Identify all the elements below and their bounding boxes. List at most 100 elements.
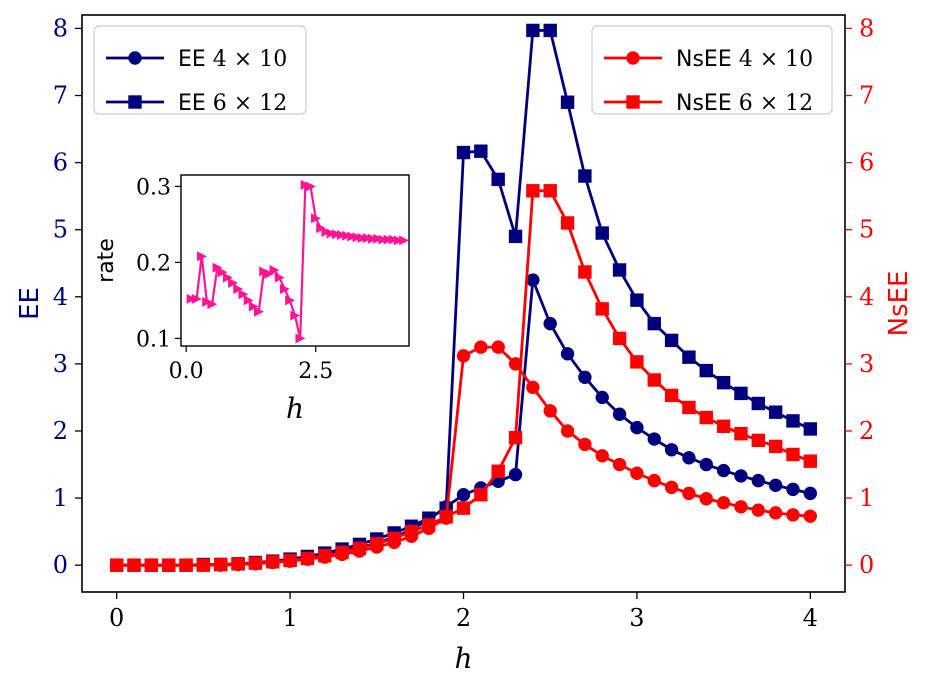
- y-tick-label-right: 1: [859, 484, 874, 512]
- data-point: [526, 380, 540, 395]
- data-point: [699, 363, 713, 378]
- data-point: [560, 95, 575, 109]
- data-point: [664, 333, 679, 348]
- data-point: [560, 216, 575, 230]
- inset-data-point: [254, 306, 264, 317]
- data-point: [543, 316, 557, 331]
- data-point: [716, 496, 731, 510]
- legend-label: NsEE 6 × 12: [676, 91, 813, 116]
- data-point: [751, 503, 765, 517]
- legend-left: EE 4 × 10 EE 6 × 12: [93, 25, 307, 116]
- legend-label-prefix: NsEE: [676, 47, 739, 72]
- inset-data-point: [399, 235, 410, 246]
- y-tick-label-left: 6: [53, 149, 68, 177]
- data-point: [526, 273, 540, 287]
- y-tick-label-right: 4: [859, 283, 874, 311]
- y-tick-label-right: 8: [859, 14, 874, 42]
- data-point: [508, 229, 523, 244]
- data-point: [630, 293, 644, 307]
- data-point: [768, 439, 783, 454]
- data-point: [699, 457, 713, 472]
- inset-data-point: [243, 295, 254, 306]
- data-point: [508, 467, 523, 482]
- data-point: [630, 420, 644, 435]
- y-tick-label-left: 4: [53, 283, 68, 311]
- legend-label-prefix: NsEE: [676, 91, 739, 116]
- legend-marker: [626, 95, 640, 109]
- data-point: [768, 405, 783, 419]
- y-axis-title-left: EE: [15, 287, 45, 320]
- inset-data-point: [264, 268, 275, 279]
- data-point: [508, 430, 523, 445]
- data-point: [664, 480, 679, 495]
- data-point: [422, 518, 436, 532]
- inset-data-point: [186, 293, 197, 304]
- data-point: [560, 424, 575, 438]
- inset-data-point: [233, 284, 244, 294]
- inset-data-point: [202, 296, 213, 307]
- inset-data-point: [378, 234, 389, 245]
- inset-x-tick-label: 0.0: [169, 359, 204, 384]
- series-3: [109, 184, 818, 572]
- data-point: [352, 541, 367, 556]
- x-axis-title: h: [454, 642, 472, 675]
- data-point: [768, 506, 783, 520]
- legend-marker: [128, 95, 142, 109]
- data-point: [387, 531, 401, 546]
- inset-data-point: [269, 265, 280, 275]
- data-point: [612, 263, 627, 277]
- inset-data-point: [321, 227, 332, 237]
- data-point: [578, 370, 592, 385]
- legend-entry: EE 4 × 10: [106, 47, 287, 72]
- legend-label: EE 6 × 12: [178, 91, 287, 116]
- legend-label-prefix: EE: [178, 47, 213, 72]
- inset-plot: 0.0 2.5 0.1 0.2 0.3 h rate: [94, 174, 410, 425]
- data-point: [786, 414, 800, 428]
- data-point: [526, 23, 540, 38]
- data-point: [595, 390, 609, 405]
- inset-data-point: [331, 229, 342, 240]
- inset-data-point: [285, 295, 296, 306]
- inset-data-point: [295, 333, 306, 344]
- data-point: [300, 551, 315, 566]
- legend-label-math: 6 × 12: [739, 91, 813, 116]
- data-point: [612, 457, 627, 472]
- data-point: [196, 558, 211, 572]
- data-point: [543, 23, 557, 38]
- inset-data-point: [274, 272, 285, 283]
- y-tick-label-right: 7: [859, 82, 874, 110]
- data-point: [578, 169, 592, 183]
- legend-label-math: 4 × 10: [213, 47, 287, 72]
- data-point: [612, 331, 627, 346]
- data-point: [578, 437, 592, 452]
- data-point: [127, 558, 141, 572]
- data-point: [803, 454, 818, 468]
- data-point: [630, 355, 644, 369]
- inset-data-point: [212, 262, 223, 273]
- x-tick-label: 1: [282, 604, 297, 632]
- legend-label-math: 4 × 10: [739, 47, 813, 72]
- data-point: [751, 433, 765, 448]
- inset-data-point: [300, 179, 311, 190]
- data-point: [266, 555, 280, 569]
- y-tick-label-right: 3: [859, 350, 874, 378]
- legend-entry: NsEE 6 × 12: [604, 91, 813, 116]
- data-point: [335, 545, 349, 560]
- x-tick-label: 0: [109, 604, 124, 632]
- data-point: [803, 509, 818, 523]
- y-tick-label-right: 2: [859, 417, 874, 445]
- data-point: [560, 347, 575, 361]
- data-point: [474, 488, 488, 502]
- data-point: [734, 469, 748, 483]
- legend-marker: [626, 51, 640, 65]
- inset-data-point: [228, 277, 239, 288]
- data-point: [647, 316, 661, 331]
- data-point: [751, 473, 765, 488]
- y-tick-label-left: 5: [53, 216, 68, 244]
- data-point: [682, 350, 696, 364]
- data-point: [716, 419, 731, 433]
- data-point: [647, 373, 661, 387]
- data-point: [664, 388, 679, 403]
- data-point: [664, 443, 679, 457]
- inset-data-point: [259, 266, 270, 277]
